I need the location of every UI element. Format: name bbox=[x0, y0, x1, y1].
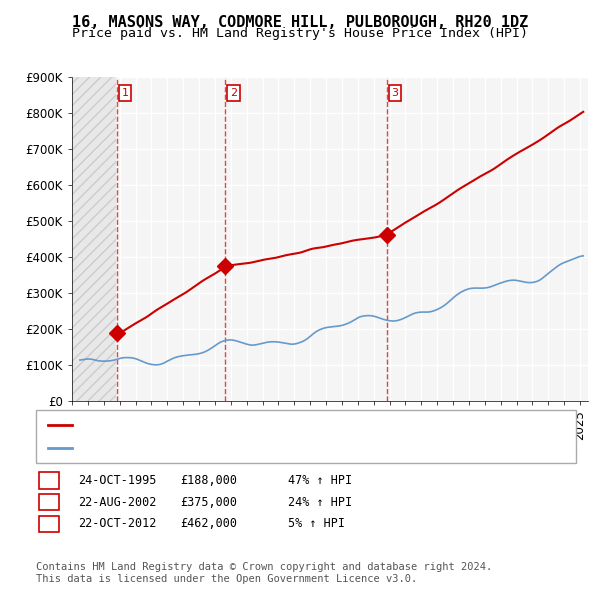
Text: 16, MASONS WAY, CODMORE HILL, PULBOROUGH, RH20 1DZ: 16, MASONS WAY, CODMORE HILL, PULBOROUGH… bbox=[72, 15, 528, 30]
Text: 1: 1 bbox=[122, 88, 128, 98]
Text: 3: 3 bbox=[391, 88, 398, 98]
Text: Price paid vs. HM Land Registry's House Price Index (HPI): Price paid vs. HM Land Registry's House … bbox=[72, 27, 528, 40]
Text: HPI: Average price, detached house, Horsham: HPI: Average price, detached house, Hors… bbox=[78, 442, 385, 455]
Text: £462,000: £462,000 bbox=[180, 517, 237, 530]
Text: 24% ↑ HPI: 24% ↑ HPI bbox=[288, 496, 352, 509]
Text: 2: 2 bbox=[230, 88, 237, 98]
Text: 1: 1 bbox=[46, 474, 53, 487]
Text: 2: 2 bbox=[46, 496, 53, 509]
Text: 22-OCT-2012: 22-OCT-2012 bbox=[78, 517, 157, 530]
Text: 16, MASONS WAY, CODMORE HILL, PULBOROUGH, RH20 1DZ (detached house): 16, MASONS WAY, CODMORE HILL, PULBOROUGH… bbox=[78, 418, 556, 431]
Text: 22-AUG-2002: 22-AUG-2002 bbox=[78, 496, 157, 509]
Text: £375,000: £375,000 bbox=[180, 496, 237, 509]
Text: £188,000: £188,000 bbox=[180, 474, 237, 487]
Text: 5% ↑ HPI: 5% ↑ HPI bbox=[288, 517, 345, 530]
Text: Contains HM Land Registry data © Crown copyright and database right 2024.
This d: Contains HM Land Registry data © Crown c… bbox=[36, 562, 492, 584]
Text: 24-OCT-1995: 24-OCT-1995 bbox=[78, 474, 157, 487]
Text: 3: 3 bbox=[46, 517, 53, 530]
Text: 47% ↑ HPI: 47% ↑ HPI bbox=[288, 474, 352, 487]
Bar bbox=[72, 77, 116, 401]
